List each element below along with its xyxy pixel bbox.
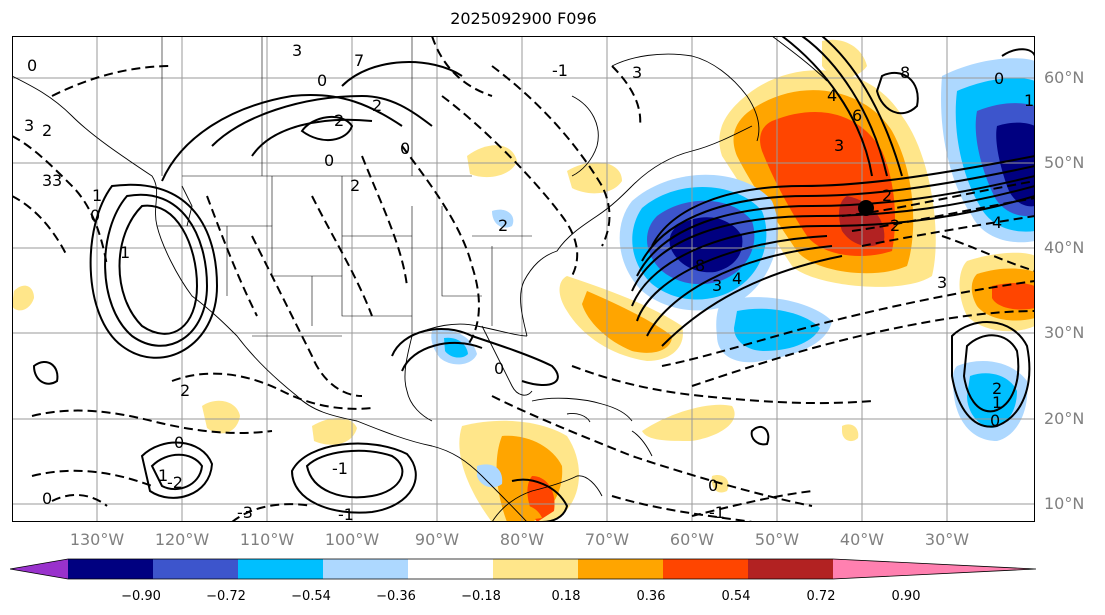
contour-label: 3 bbox=[42, 171, 52, 190]
contour-label: 1 bbox=[992, 393, 1002, 412]
contour-label: 2 bbox=[882, 186, 892, 205]
contour-label: -1 bbox=[332, 459, 348, 478]
contour-label: 6 bbox=[852, 106, 862, 125]
solid-contours bbox=[32, 36, 1035, 522]
contour-label: 0 bbox=[994, 69, 1004, 88]
contour-label: 7 bbox=[354, 51, 364, 70]
contour-label: 2 bbox=[992, 379, 1002, 398]
contour-label: -1 bbox=[709, 503, 725, 522]
colorbar-tick: −0.90 bbox=[121, 589, 161, 604]
colorbar-tick: 0.18 bbox=[551, 589, 581, 604]
contour-label: 2 bbox=[498, 216, 508, 235]
colorbar-arrow-left bbox=[10, 559, 68, 579]
contour-label: 2 bbox=[890, 216, 900, 235]
lon-label: 100°W bbox=[324, 530, 380, 549]
contour-label: 2 bbox=[180, 381, 190, 400]
contour-label: 8 bbox=[900, 63, 910, 82]
negative-shading bbox=[431, 58, 1035, 488]
location-marker bbox=[858, 200, 874, 216]
colorbar-segment bbox=[748, 559, 833, 579]
colorbar-tick: −0.54 bbox=[291, 589, 331, 604]
contour-label: 0 bbox=[27, 56, 37, 75]
lat-label: 30°N bbox=[1044, 323, 1085, 342]
contour-label: 3 bbox=[632, 63, 642, 82]
colorbar-segment bbox=[68, 559, 153, 579]
lat-label: 20°N bbox=[1044, 409, 1085, 428]
lon-label: 30°W bbox=[924, 530, 970, 549]
contour-label: 0 bbox=[494, 359, 504, 378]
contour-label: -3 bbox=[237, 503, 253, 522]
contour-label: 3 bbox=[292, 41, 302, 60]
lat-label: 60°N bbox=[1044, 68, 1085, 87]
contour-label: 0 bbox=[90, 206, 100, 225]
state-borders bbox=[157, 36, 532, 337]
lon-label: 40°W bbox=[839, 530, 885, 549]
contour-label: 1 bbox=[92, 186, 102, 205]
contour-label: 0 bbox=[42, 489, 52, 508]
map-plot: 0 3 2 0 7 2 0 3 2 1 0 1 2 3 -1 2 0 3 4 3… bbox=[12, 36, 1035, 522]
contour-label: 3 bbox=[937, 273, 947, 292]
contour-label: 1 bbox=[158, 466, 168, 485]
colorbar-tick: −0.36 bbox=[376, 589, 416, 604]
contour-label: 0 bbox=[174, 433, 184, 452]
contour-label: 2 bbox=[372, 96, 382, 115]
contour-label: -1 bbox=[338, 505, 354, 522]
lon-label: 70°W bbox=[584, 530, 630, 549]
contour-label: 4 bbox=[732, 269, 742, 288]
contour-label: 0 bbox=[708, 476, 718, 495]
colorbar-tick: −0.72 bbox=[206, 589, 246, 604]
lon-label: 50°W bbox=[754, 530, 800, 549]
contour-label: 3 bbox=[24, 116, 34, 135]
contour-label: 0 bbox=[990, 411, 1000, 430]
positive-shading bbox=[12, 39, 1035, 522]
colorbar-segment bbox=[238, 559, 323, 579]
map-panel: 0 3 2 0 7 2 0 3 2 1 0 1 2 3 -1 2 0 3 4 3… bbox=[12, 36, 1035, 522]
lon-label: 80°W bbox=[499, 530, 545, 549]
lat-label: 10°N bbox=[1044, 494, 1085, 513]
contour-label: 2 bbox=[350, 176, 360, 195]
contour-label: -2 bbox=[167, 473, 183, 492]
contour-label: 4 bbox=[992, 213, 1002, 232]
colorbar-tick: 0.54 bbox=[721, 589, 751, 604]
contour-label: -1 bbox=[552, 61, 568, 80]
colorbar-tick: −0.18 bbox=[461, 589, 501, 604]
colorbar-segment bbox=[408, 559, 493, 579]
contour-label: 4 bbox=[827, 86, 837, 105]
colorbar-segment bbox=[323, 559, 408, 579]
lon-label: 110°W bbox=[239, 530, 295, 549]
colorbar-segment bbox=[578, 559, 663, 579]
contour-label: 3 bbox=[712, 276, 722, 295]
lon-label: 90°W bbox=[414, 530, 460, 549]
lat-label: 50°N bbox=[1044, 153, 1085, 172]
lon-label: 120°W bbox=[154, 530, 210, 549]
contour-label: 8 bbox=[695, 256, 705, 275]
contour-label: 2 bbox=[42, 121, 52, 140]
colorbar-arrow-right bbox=[833, 559, 1036, 579]
colorbar-segment bbox=[493, 559, 578, 579]
lat-label: 40°N bbox=[1044, 238, 1085, 257]
contour-label: 2 bbox=[334, 111, 344, 130]
colorbar-tick: 0.36 bbox=[636, 589, 666, 604]
contour-labels: 0 3 2 0 7 2 0 3 2 1 0 1 2 3 -1 2 0 3 4 3… bbox=[24, 41, 1034, 522]
colorbar-segment bbox=[663, 559, 748, 579]
contour-label: 3 bbox=[834, 136, 844, 155]
contour-label: 1 bbox=[1024, 91, 1034, 110]
contour-label: 0 bbox=[324, 151, 334, 170]
contour-label: 0 bbox=[400, 139, 410, 158]
colorbar-tick: 0.72 bbox=[806, 589, 836, 604]
graticule bbox=[12, 36, 1035, 522]
contour-label: 3 bbox=[52, 171, 62, 190]
dashed-contours bbox=[12, 36, 1035, 522]
colorbar bbox=[10, 558, 1037, 580]
lon-label: 130°W bbox=[69, 530, 125, 549]
map-title: 2025092900 F096 bbox=[450, 9, 597, 28]
lon-label: 60°W bbox=[669, 530, 715, 549]
contour-label: 0 bbox=[317, 71, 327, 90]
contour-label: 1 bbox=[120, 243, 130, 262]
colorbar-segment bbox=[153, 559, 238, 579]
colorbar-tick: 0.90 bbox=[891, 589, 921, 604]
